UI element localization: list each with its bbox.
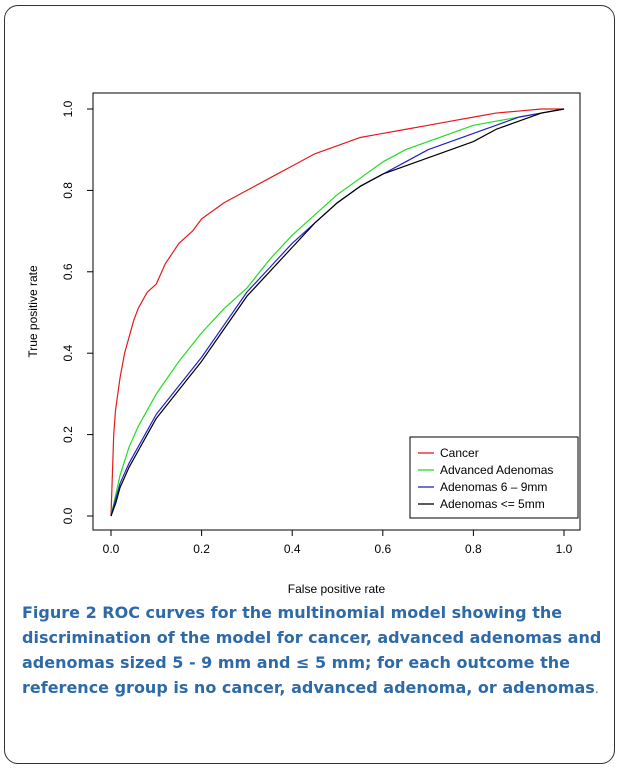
legend-entry: Adenomas <= 5mm [440,497,545,511]
y-tick-label: 0.0 [61,507,75,524]
legend-entry: Cancer [440,446,479,460]
y-axis-title: True positive rate [26,265,40,358]
figure-frame [4,5,615,764]
legend-box [409,436,579,519]
y-tick-label: 0.8 [61,182,75,199]
x-tick-label: 0.2 [193,542,210,556]
x-tick-label: 0.6 [374,542,391,556]
figure-label: Figure 2 [22,603,97,622]
y-tick-label: 0.2 [61,426,75,443]
figure-caption-end: . [594,682,599,696]
figure-caption: Figure 2 ROC curves for the multinomial … [22,600,607,702]
roc-chart: 0.0 0.2 0.4 0.6 0.8 1.0 0.0 0.2 0.4 0.6 0.8 1.0 Fals… [26,92,581,596]
y-tick-label: 1.0 [61,100,75,117]
legend-entry: Advanced Adenomas [440,463,553,477]
y-tick-label: 0.6 [61,263,75,280]
series-line-4 [110,108,565,517]
y-tick-label: 0.4 [61,345,75,362]
legend-entry: Adenomas 6 – 9mm [440,480,547,494]
x-tick-label: 0.4 [284,542,301,556]
series-line-3 [110,108,565,517]
series-line-1 [110,108,564,517]
x-axis-title: False positive rate [288,582,386,596]
figure-caption-text: ROC curves for the multinomial model sho… [22,603,602,697]
series-line-2 [110,108,565,517]
x-tick-label: 0.8 [465,542,482,556]
x-tick-label: 0.0 [103,542,120,556]
x-tick-label: 1.0 [556,542,573,556]
